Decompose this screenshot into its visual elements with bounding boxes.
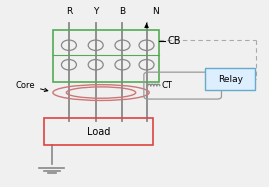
Bar [53, 30, 159, 82]
Text: CB: CB [168, 36, 182, 46]
Text: N: N [152, 7, 159, 16]
Text: CT: CT [161, 81, 172, 90]
Text: B: B [119, 7, 126, 16]
Text: Load: Load [87, 127, 110, 137]
Bar [44, 118, 153, 145]
Text: Core: Core [15, 81, 48, 92]
Text: Y: Y [93, 7, 98, 16]
Bar [206, 68, 255, 90]
Text: R: R [66, 7, 72, 16]
Text: Relay: Relay [218, 75, 243, 84]
